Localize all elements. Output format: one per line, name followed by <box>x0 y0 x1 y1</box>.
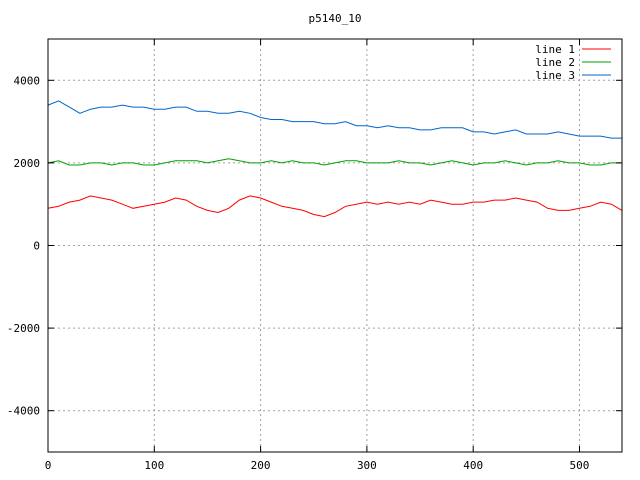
x-tick-label: 500 <box>570 459 590 472</box>
x-tick-label: 200 <box>251 459 271 472</box>
legend-label: line 3 <box>535 69 575 82</box>
axis-ticks: 0 100 200 300 400 500 -4000 -2000 0 2000 4000 <box>7 39 622 472</box>
x-tick-label: 400 <box>463 459 483 472</box>
series-line-2 <box>47 158 622 166</box>
y-tick-label: -4000 <box>7 405 40 418</box>
series-line-1 <box>47 195 623 218</box>
grid <box>48 39 622 452</box>
y-tick-label: 4000 <box>14 74 41 87</box>
chart-title: p5140_10 <box>309 12 362 25</box>
y-tick-label: 2000 <box>14 157 41 170</box>
x-tick-label: 100 <box>144 459 164 472</box>
y-tick-label: -2000 <box>7 322 40 335</box>
series-group <box>47 100 623 218</box>
legend-label: line 1 <box>535 43 575 56</box>
y-tick-label: 0 <box>33 240 40 253</box>
x-tick-label: 300 <box>357 459 377 472</box>
x-tick-label: 0 <box>45 459 52 472</box>
legend-label: line 2 <box>535 56 575 69</box>
series-line-3 <box>47 100 622 139</box>
